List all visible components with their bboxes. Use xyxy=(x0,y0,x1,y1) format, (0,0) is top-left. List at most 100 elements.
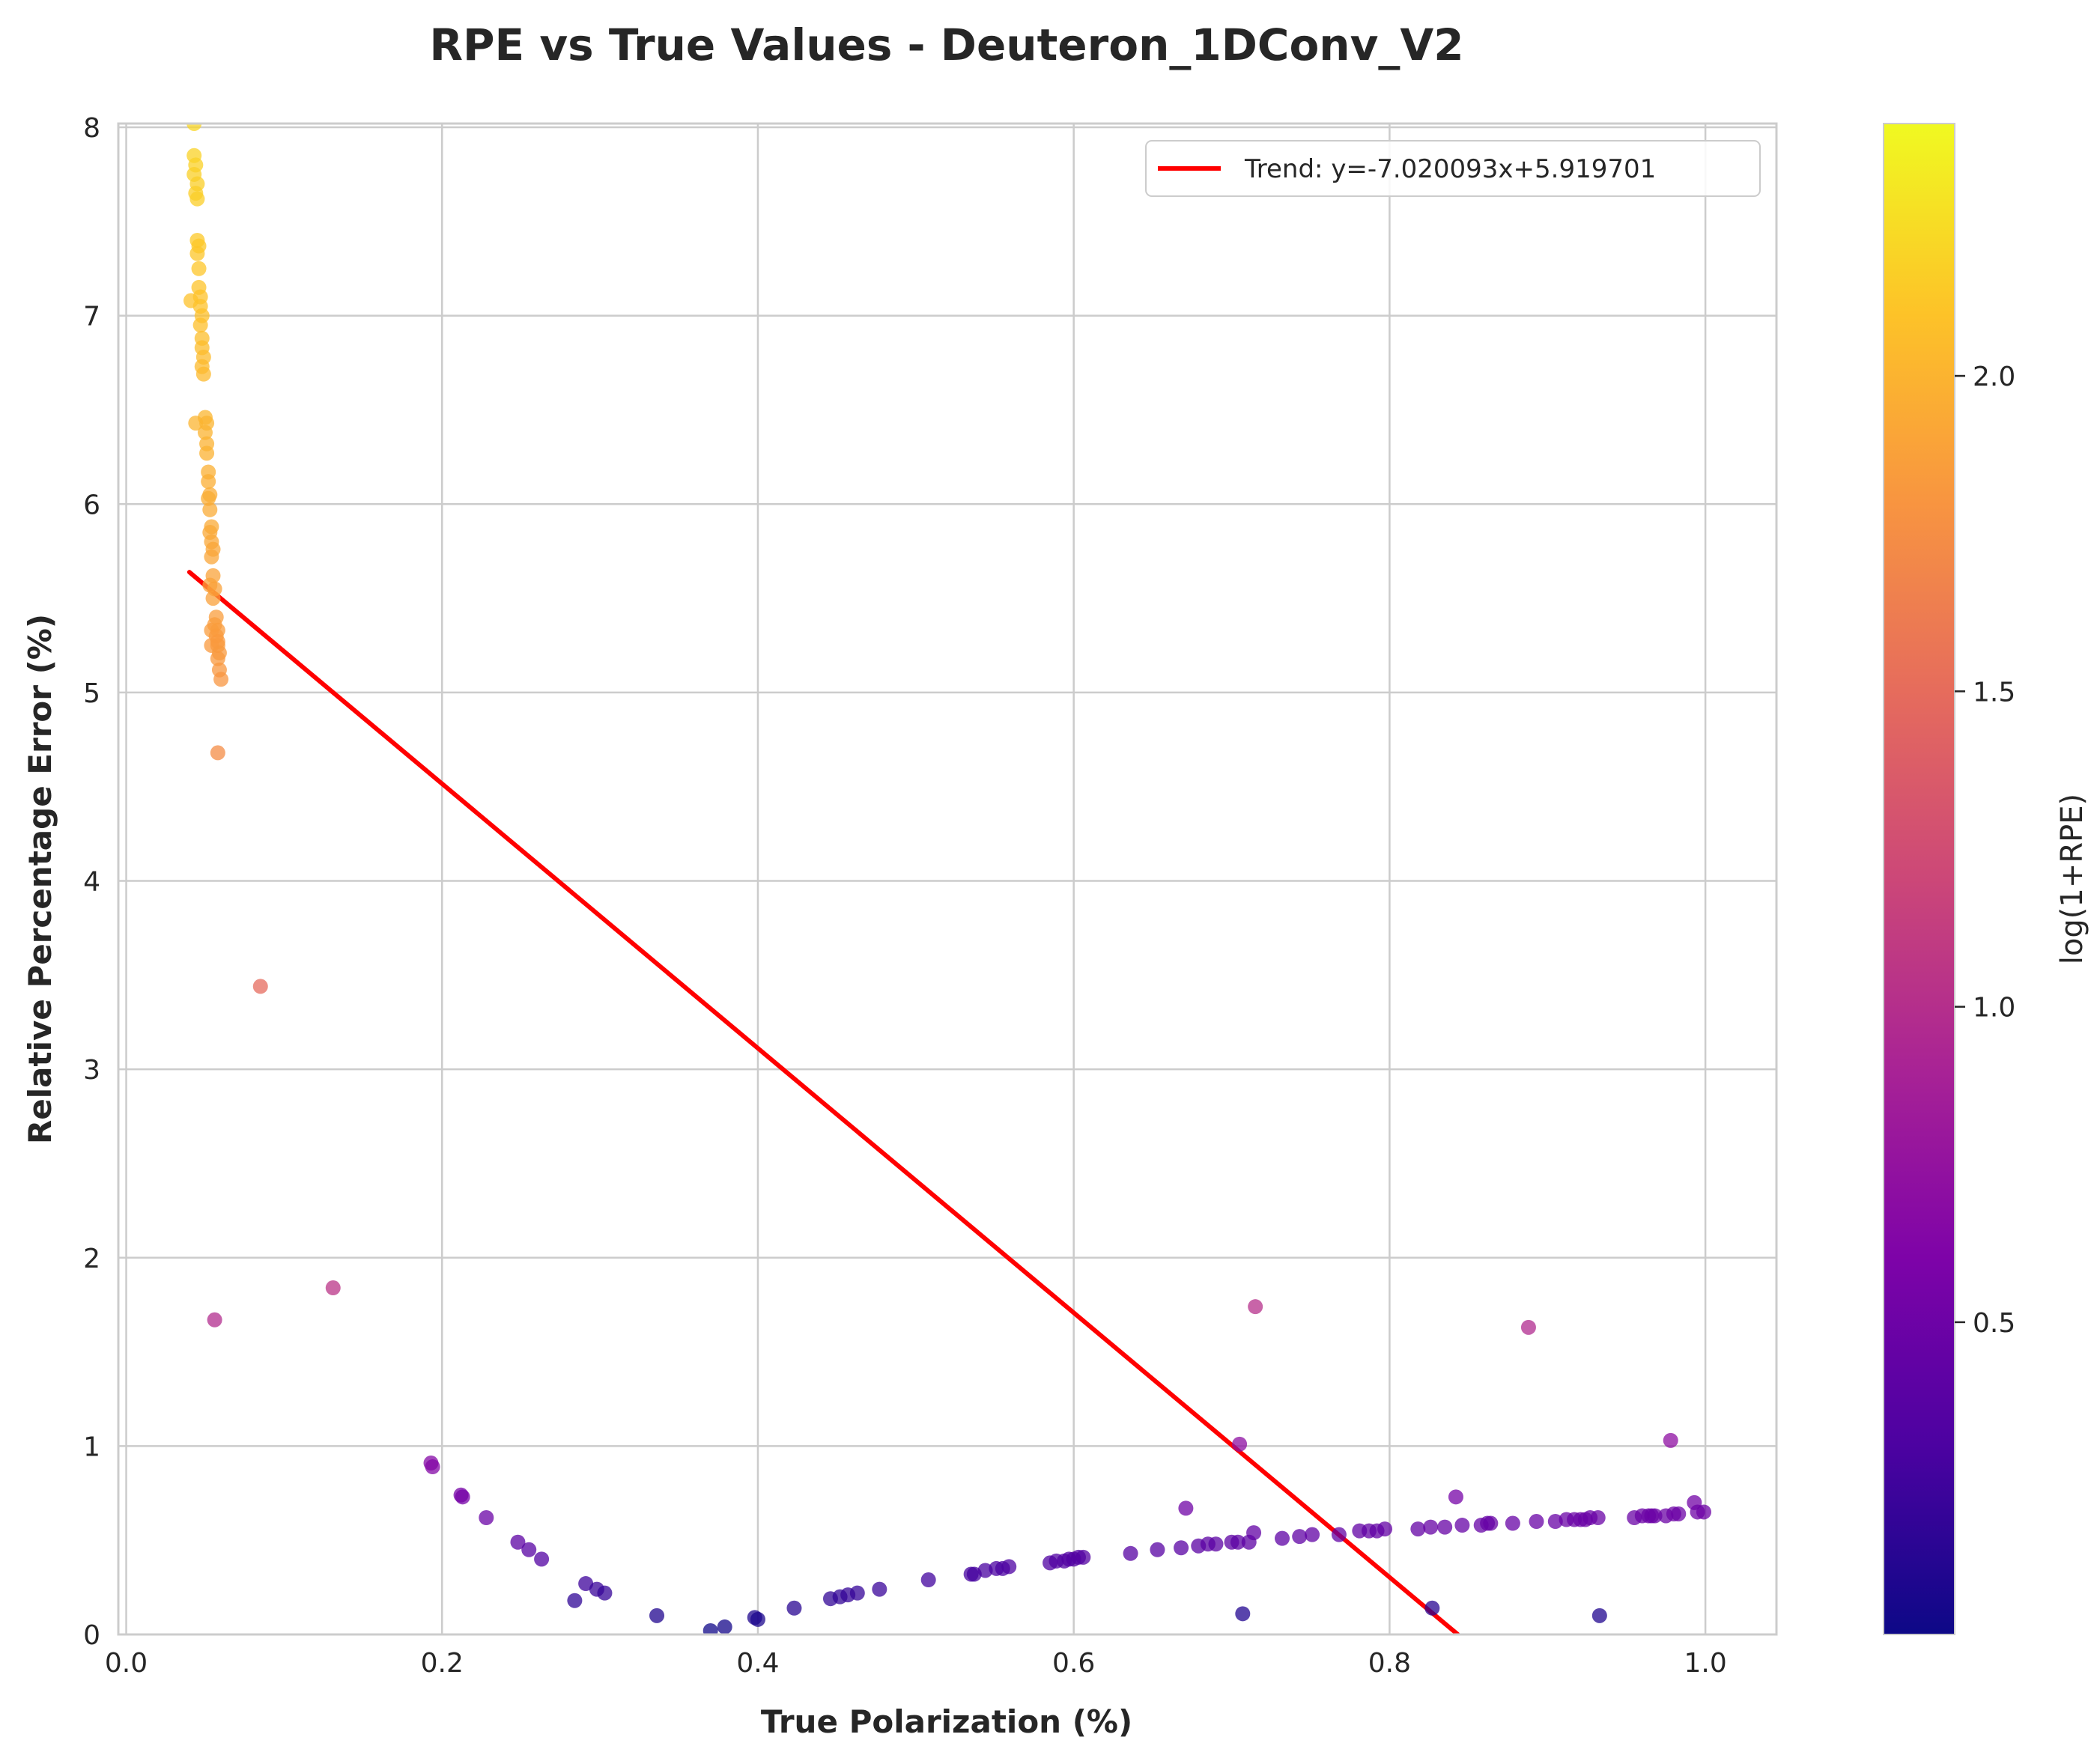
x-tick-label: 0.2 xyxy=(421,1648,464,1679)
scatter-point xyxy=(201,474,216,490)
legend: Trend: y=-7.020093x+5.919701 xyxy=(1145,140,1761,197)
colorbar-tick-label: 1.0 xyxy=(1973,993,2015,1024)
y-tick-label: 2 xyxy=(83,1244,100,1274)
colorbar-tick-label: 1.5 xyxy=(1973,677,2015,708)
scatter-point xyxy=(191,261,207,276)
scatter-point xyxy=(849,1585,865,1601)
scatter-point xyxy=(252,979,268,994)
scatter-point xyxy=(189,191,205,207)
y-tick-label: 4 xyxy=(83,867,100,898)
scatter-point xyxy=(1331,1527,1347,1542)
scatter-point xyxy=(521,1542,537,1557)
scatter-point xyxy=(510,1534,526,1550)
scatter-point xyxy=(205,591,221,606)
y-axis-label: Relative Percentage Error (%) xyxy=(22,614,58,1144)
scatter-point xyxy=(702,1622,718,1634)
colorbar-tick-label: 2.0 xyxy=(1973,362,2015,392)
scatter-point xyxy=(1671,1506,1687,1521)
scatter-point xyxy=(197,425,213,440)
scatter-point xyxy=(872,1581,887,1597)
scatter-point xyxy=(201,490,216,506)
scatter-point xyxy=(1001,1559,1017,1575)
x-tick-label: 0.6 xyxy=(1052,1648,1095,1679)
y-tick-label: 3 xyxy=(83,1055,100,1086)
chart-title: RPE vs True Values - Deuteron_1DConv_V2 xyxy=(429,19,1463,70)
scatter-point xyxy=(1075,1549,1091,1565)
scatter-point xyxy=(188,416,204,431)
scatter-point xyxy=(1663,1432,1678,1448)
scatter-point xyxy=(534,1551,550,1567)
scatter-point xyxy=(1246,1525,1262,1541)
scatter-point xyxy=(717,1619,732,1634)
y-tick-label: 8 xyxy=(83,113,100,144)
scatter-point xyxy=(920,1572,936,1588)
scatter-point xyxy=(199,445,215,461)
scatter-point xyxy=(1423,1519,1439,1535)
scatter-point xyxy=(1235,1606,1251,1622)
scatter-point xyxy=(1232,1436,1248,1452)
scatter-point xyxy=(1520,1319,1536,1335)
scatter-point xyxy=(1529,1514,1544,1530)
x-tick-label: 0.4 xyxy=(736,1648,779,1679)
scatter-point xyxy=(1248,1299,1263,1315)
scatter-point xyxy=(1230,1534,1245,1550)
scatter-point xyxy=(1305,1527,1320,1542)
x-tick-label: 0.0 xyxy=(105,1648,148,1679)
scatter-point xyxy=(210,651,225,666)
scatter-point xyxy=(204,549,219,565)
trend-layer xyxy=(186,570,1460,1634)
scatter-point xyxy=(567,1593,583,1608)
scatter-point xyxy=(1590,1509,1606,1525)
y-tick-label: 1 xyxy=(83,1432,100,1462)
scatter-point xyxy=(479,1509,494,1525)
x-axis-ticks: 0.0 0.2 0.4 0.6 0.8 1.0 xyxy=(105,1648,1727,1679)
scatter-point xyxy=(1292,1529,1308,1545)
scatter-point xyxy=(1647,1508,1663,1524)
scatter-point xyxy=(1174,1540,1189,1556)
scatter-point xyxy=(202,502,218,517)
colorbar-tick-label: 0.5 xyxy=(1973,1308,2015,1339)
scatter-point xyxy=(1547,1514,1563,1530)
colorbar-ticks: 0.5 1.0 1.5 2.0 xyxy=(1955,362,2015,1339)
scatter-point xyxy=(210,745,225,761)
scatter-point xyxy=(195,366,211,382)
scatter-point xyxy=(1437,1519,1453,1535)
scatter-point xyxy=(977,1563,993,1578)
x-tick-label: 1.0 xyxy=(1684,1648,1726,1679)
scatter-point xyxy=(750,1611,765,1627)
scatter-point xyxy=(325,1280,341,1296)
scatter-point xyxy=(455,1489,470,1505)
legend-trend-label: Trend: y=-7.020093x+5.919701 xyxy=(1244,154,1656,184)
scatter-point xyxy=(192,317,208,333)
y-tick-label: 6 xyxy=(83,490,100,520)
scatter-point xyxy=(1208,1536,1224,1552)
y-tick-label: 0 xyxy=(83,1620,100,1651)
scatter-point xyxy=(1178,1500,1194,1516)
scatter-point xyxy=(1505,1515,1520,1531)
scatter-point xyxy=(597,1585,613,1601)
scatter-point xyxy=(578,1576,594,1592)
colorbar: 0.5 1.0 1.5 2.0 log(1+RPE) xyxy=(1883,123,2090,1635)
legend-box xyxy=(1145,140,1761,197)
scatter-point xyxy=(1696,1504,1712,1520)
plot-frame xyxy=(117,122,1778,1636)
scatter-point xyxy=(1377,1521,1393,1537)
scatter-point xyxy=(1410,1521,1426,1537)
scatter-point xyxy=(425,1459,440,1475)
scatter-point xyxy=(786,1600,802,1616)
scatter-point xyxy=(1483,1515,1499,1531)
scatter-point xyxy=(1424,1600,1440,1616)
plot-area xyxy=(118,124,1776,1634)
scatter-point xyxy=(1454,1518,1470,1533)
y-tick-label: 7 xyxy=(83,302,100,332)
scatter-point xyxy=(186,124,202,131)
scatter-point xyxy=(207,1312,222,1327)
scatter-point xyxy=(213,672,229,687)
scatter-point xyxy=(1150,1542,1165,1557)
scatter-point xyxy=(1591,1608,1607,1623)
x-axis-label: True Polarization (%) xyxy=(761,1703,1132,1740)
y-axis-ticks: 0 1 2 3 4 5 6 7 8 xyxy=(83,113,100,1651)
scatter-point xyxy=(1448,1489,1463,1505)
